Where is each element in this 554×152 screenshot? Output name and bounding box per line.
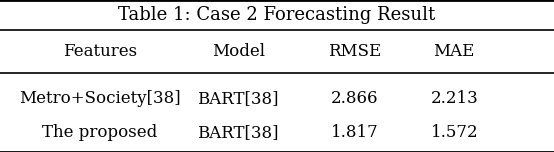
Text: BART[38]: BART[38]	[197, 90, 279, 107]
Text: The proposed: The proposed	[42, 124, 157, 141]
Text: BART[38]: BART[38]	[197, 124, 279, 141]
Text: RMSE: RMSE	[328, 43, 381, 60]
Text: Model: Model	[212, 43, 265, 60]
Text: Table 1: Case 2 Forecasting Result: Table 1: Case 2 Forecasting Result	[119, 6, 435, 24]
Text: 2.213: 2.213	[430, 90, 478, 107]
Text: MAE: MAE	[434, 43, 475, 60]
Text: Metro+Society[38]: Metro+Society[38]	[19, 90, 181, 107]
Text: 2.866: 2.866	[331, 90, 378, 107]
Text: 1.817: 1.817	[331, 124, 378, 141]
Text: Features: Features	[63, 43, 137, 60]
Text: 1.572: 1.572	[430, 124, 478, 141]
